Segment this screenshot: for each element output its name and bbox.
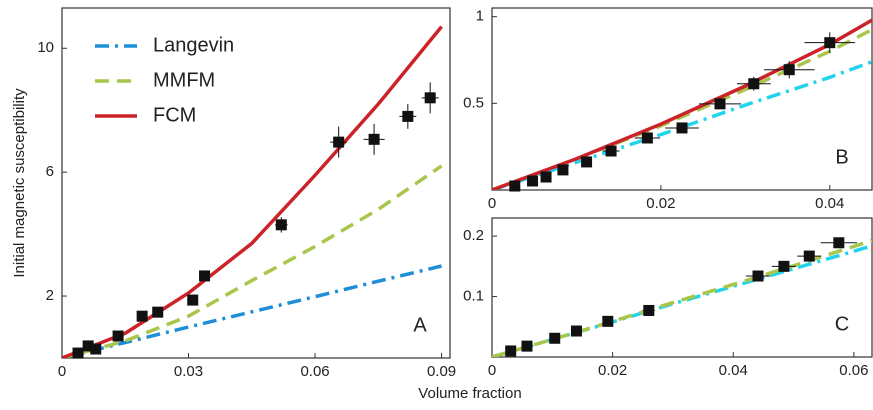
data-point: [824, 37, 836, 49]
data-point: [549, 332, 561, 344]
data-point: [402, 110, 414, 122]
y-tick-label: 1: [476, 8, 484, 25]
data-point: [803, 250, 815, 262]
data-point: [509, 180, 521, 192]
x-tick-label: 0.06: [300, 363, 329, 380]
data-point: [152, 306, 164, 318]
curve: [62, 264, 442, 358]
data-point: [521, 340, 533, 352]
data-point: [570, 325, 582, 337]
x-tick-label: 0.06: [839, 362, 868, 379]
y-tick-label: 0.5: [463, 94, 484, 111]
data-point: [424, 92, 436, 104]
y-tick-label: 0.1: [463, 288, 484, 305]
x-tick-label: 0.02: [646, 195, 675, 212]
curve: [492, 244, 872, 357]
data-point: [748, 78, 760, 90]
data-point: [783, 64, 795, 76]
panel-label: A: [413, 314, 427, 336]
data-point: [778, 260, 790, 272]
x-tick-label: 0.02: [598, 362, 627, 379]
x-axis-label: Volume fraction: [418, 385, 521, 402]
y-tick-label: 2: [46, 287, 54, 304]
y-tick-label: 10: [37, 39, 54, 56]
y-tick-label: 0.2: [463, 227, 484, 244]
data-point: [557, 164, 569, 176]
legend-label: FCM: [153, 104, 196, 126]
x-tick-label: 0.04: [719, 362, 748, 379]
curve: [492, 238, 872, 357]
data-point: [275, 219, 287, 231]
data-point: [82, 340, 94, 352]
data-point: [187, 294, 199, 306]
panel-label: C: [835, 313, 849, 335]
data-point: [136, 310, 148, 322]
x-tick-label: 0: [58, 363, 66, 380]
data-point: [605, 145, 617, 157]
data-point: [540, 171, 552, 183]
data-point: [505, 345, 517, 357]
y-tick-label: 6: [46, 163, 54, 180]
plot-frame: [491, 7, 873, 191]
data-point: [333, 136, 345, 148]
data-point: [112, 330, 124, 342]
curve: [492, 28, 872, 190]
plot-frame: [491, 217, 873, 358]
data-point: [581, 156, 593, 168]
x-tick-label: 0.03: [174, 363, 203, 380]
curve: [62, 25, 443, 358]
curve: [62, 164, 443, 358]
x-tick-label: 0: [488, 195, 496, 212]
data-point: [90, 343, 102, 355]
data-point: [199, 270, 211, 282]
curve: [492, 18, 872, 190]
data-point: [643, 304, 655, 316]
data-point: [72, 347, 84, 359]
data-point: [676, 122, 688, 134]
legend-label: MMFM: [153, 69, 215, 91]
data-point: [368, 133, 380, 145]
data-point: [602, 315, 614, 327]
legend-label: Langevin: [153, 34, 234, 56]
x-tick-label: 0.04: [815, 195, 844, 212]
data-point: [527, 175, 539, 187]
panel-label: B: [835, 146, 848, 168]
x-tick-label: 0: [488, 362, 496, 379]
data-point: [752, 270, 764, 282]
data-point: [714, 98, 726, 110]
y-axis-label: Initial magnetic susceptibility: [11, 88, 28, 278]
x-tick-label: 0.09: [427, 363, 456, 380]
data-point: [641, 132, 653, 144]
data-point: [833, 237, 845, 249]
plot-frame: [61, 7, 451, 359]
